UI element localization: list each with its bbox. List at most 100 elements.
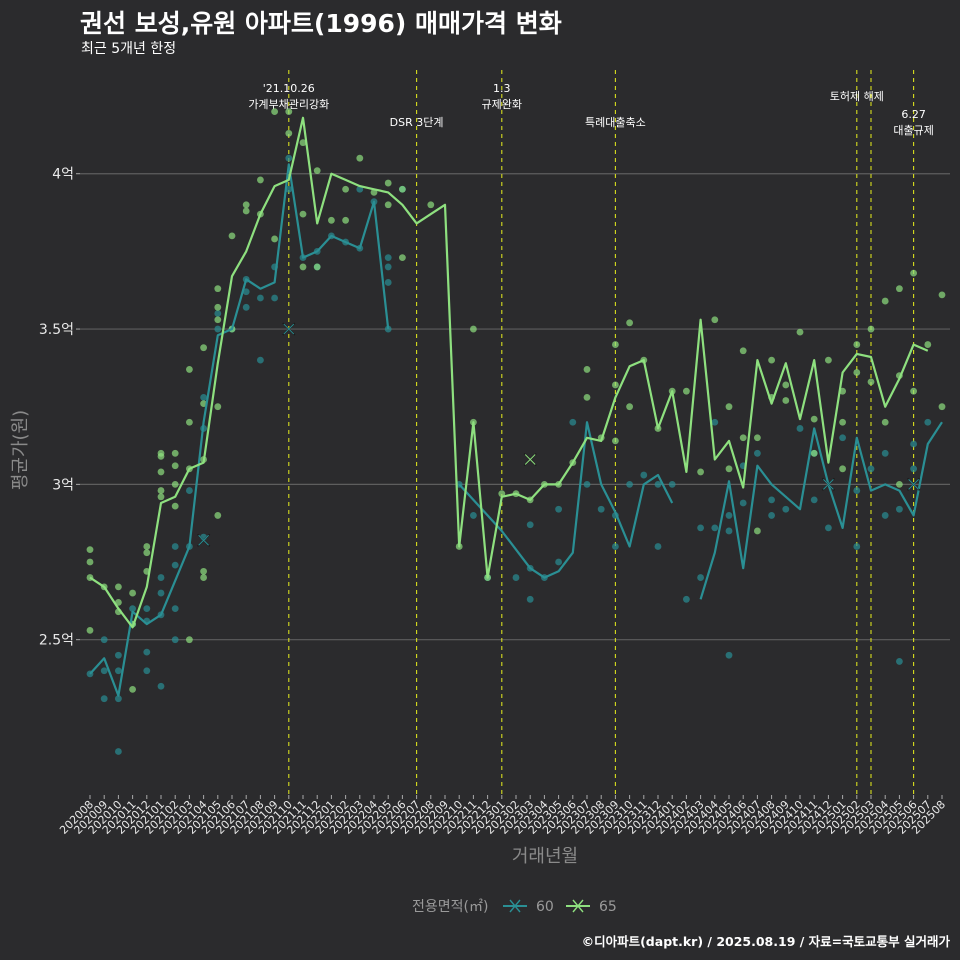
transaction-point bbox=[214, 403, 222, 411]
transaction-point bbox=[115, 748, 122, 755]
transaction-point bbox=[171, 449, 179, 457]
transaction-point bbox=[214, 285, 222, 293]
transaction-point bbox=[157, 487, 165, 494]
chart-subtitle: 최근 5개년 한정 bbox=[81, 41, 177, 57]
transaction-point bbox=[597, 505, 605, 513]
transaction-point bbox=[171, 561, 179, 569]
transaction-point bbox=[725, 512, 733, 519]
transaction-point bbox=[384, 325, 392, 333]
event-label: 6.27 bbox=[901, 108, 926, 121]
transaction-point bbox=[171, 543, 179, 550]
transaction-point bbox=[342, 216, 349, 224]
transaction-point bbox=[938, 403, 946, 411]
transaction-point bbox=[626, 480, 633, 488]
x-marker-inner bbox=[198, 534, 209, 546]
transaction-point bbox=[86, 626, 94, 634]
transaction-point bbox=[313, 263, 321, 271]
x-marker-inner bbox=[524, 454, 536, 465]
transaction-point bbox=[725, 465, 733, 473]
transaction-point bbox=[626, 403, 633, 411]
transaction-point bbox=[867, 325, 875, 333]
transaction-point bbox=[200, 567, 208, 575]
transaction-point bbox=[129, 589, 137, 597]
transaction-point bbox=[654, 480, 662, 488]
transaction-point bbox=[896, 505, 903, 513]
transaction-point bbox=[157, 574, 165, 581]
transaction-point bbox=[143, 648, 151, 656]
transaction-point bbox=[257, 356, 264, 364]
transaction-point bbox=[796, 328, 804, 336]
transaction-point bbox=[186, 366, 193, 373]
y-tick-label: 3.5억 bbox=[39, 322, 74, 338]
y-axis-title: 평균가(원) bbox=[10, 410, 31, 490]
transaction-point bbox=[711, 418, 719, 426]
transaction-point bbox=[881, 418, 889, 426]
legend-key-marker bbox=[509, 899, 521, 913]
series-line-65 bbox=[89, 116, 929, 629]
transaction-point bbox=[242, 303, 250, 311]
transaction-point bbox=[157, 468, 165, 476]
transaction-point bbox=[143, 549, 151, 557]
transaction-point bbox=[526, 595, 534, 603]
transaction-point bbox=[739, 434, 747, 442]
transaction-point bbox=[143, 543, 151, 550]
legend-key-marker bbox=[572, 899, 584, 913]
transaction-point bbox=[896, 480, 903, 488]
event-label: 1.3 bbox=[493, 82, 511, 95]
transaction-point bbox=[555, 505, 562, 513]
transaction-point bbox=[839, 465, 846, 473]
transaction-point bbox=[186, 418, 193, 426]
event-label: 특례대출축소 bbox=[585, 116, 646, 129]
transaction-point bbox=[853, 341, 861, 348]
transaction-point bbox=[186, 636, 193, 644]
transaction-point bbox=[214, 512, 222, 519]
event-label: 토허제 해제 bbox=[830, 89, 884, 103]
event-label: 대출규제 bbox=[893, 124, 933, 137]
transaction-point bbox=[754, 527, 761, 535]
axes: 2.5억3억3.5억4억2020082020092020102020112020… bbox=[10, 167, 948, 867]
series-lines bbox=[89, 116, 943, 697]
transaction-point bbox=[910, 440, 917, 448]
transaction-point bbox=[725, 527, 733, 535]
transaction-point bbox=[782, 505, 790, 513]
transaction-points bbox=[86, 108, 946, 755]
transaction-point bbox=[86, 558, 94, 566]
transaction-point bbox=[129, 685, 137, 693]
transaction-point bbox=[881, 449, 889, 457]
transaction-point bbox=[910, 269, 917, 277]
transaction-point bbox=[384, 263, 392, 271]
transaction-point bbox=[654, 543, 662, 550]
transaction-point bbox=[896, 285, 903, 293]
x-marker-inner bbox=[908, 479, 919, 490]
transaction-point bbox=[768, 496, 775, 504]
transaction-point bbox=[171, 605, 179, 613]
y-tick-label: 2.5억 bbox=[39, 633, 74, 649]
transaction-point bbox=[313, 167, 321, 175]
transaction-point bbox=[924, 418, 932, 426]
event-label: 규제완화 bbox=[482, 98, 522, 111]
transaction-point bbox=[115, 651, 122, 659]
series-line-60 bbox=[458, 421, 674, 579]
transaction-point bbox=[754, 434, 761, 442]
event-label: DSR 3단계 bbox=[390, 116, 444, 129]
transaction-point bbox=[810, 449, 818, 457]
series-line-60 bbox=[89, 163, 390, 697]
transaction-point bbox=[214, 325, 222, 333]
transaction-point bbox=[299, 263, 307, 271]
transaction-point bbox=[782, 381, 790, 389]
transaction-point bbox=[214, 303, 222, 311]
x-axis-title: 거래년월 bbox=[512, 846, 578, 867]
transaction-point bbox=[271, 235, 278, 243]
x-markers bbox=[197, 322, 921, 547]
transaction-point bbox=[853, 487, 861, 494]
legend: 전용면적(㎡) 60 65 bbox=[412, 899, 617, 915]
transaction-point bbox=[356, 154, 364, 162]
transaction-point bbox=[711, 316, 719, 324]
y-tick-label: 3억 bbox=[52, 477, 74, 493]
transaction-point bbox=[526, 521, 534, 529]
transaction-point bbox=[754, 449, 761, 457]
transaction-point bbox=[285, 154, 293, 162]
transaction-point bbox=[384, 201, 392, 209]
legend-label-60: 60 bbox=[536, 899, 554, 915]
